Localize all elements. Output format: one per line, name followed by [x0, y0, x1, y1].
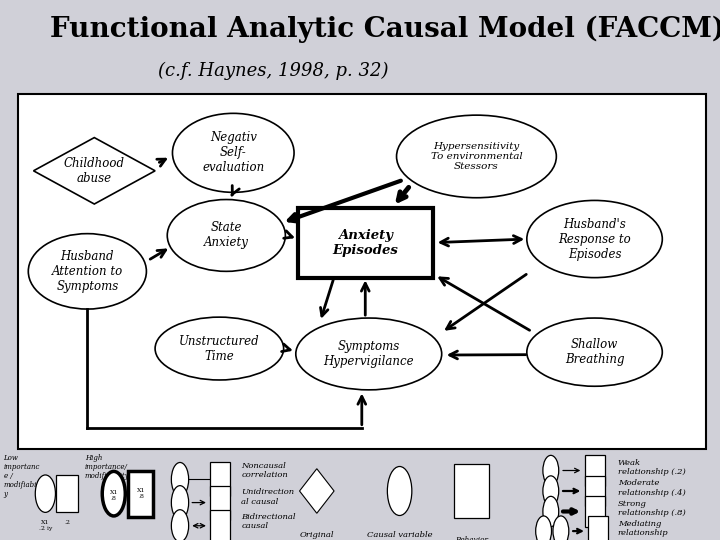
- Text: Strong
relationship (.8): Strong relationship (.8): [618, 500, 685, 517]
- Ellipse shape: [35, 475, 55, 512]
- Text: Symptoms
Hypervigilance: Symptoms Hypervigilance: [323, 340, 414, 368]
- FancyBboxPatch shape: [56, 475, 78, 512]
- Text: Shallow
Breathing: Shallow Breathing: [564, 338, 624, 366]
- FancyBboxPatch shape: [210, 485, 230, 519]
- Text: Hypersensitivity
To environmental
Stessors: Hypersensitivity To environmental Stesso…: [431, 141, 522, 171]
- Ellipse shape: [155, 317, 284, 380]
- Text: X1
.8: X1 .8: [109, 490, 118, 501]
- Text: Low
importanc
e /
modifiabilit
y: Low importanc e / modifiabilit y: [4, 454, 45, 498]
- Text: Negativ
Self-
evaluation: Negativ Self- evaluation: [202, 131, 264, 174]
- Ellipse shape: [171, 462, 189, 496]
- Ellipse shape: [543, 476, 559, 506]
- Ellipse shape: [173, 113, 294, 192]
- Text: Bidirectional
causal: Bidirectional causal: [241, 513, 296, 530]
- Text: Original
unmodifiable
causal variable: Original unmodifiable causal variable: [285, 531, 348, 540]
- Ellipse shape: [536, 516, 552, 540]
- Text: Noncausal
correlation: Noncausal correlation: [241, 462, 288, 479]
- Text: Husband
Attention to
Symptoms: Husband Attention to Symptoms: [52, 250, 123, 293]
- Ellipse shape: [28, 234, 146, 309]
- Ellipse shape: [397, 115, 557, 198]
- FancyBboxPatch shape: [585, 476, 605, 506]
- Ellipse shape: [543, 496, 559, 526]
- Text: Behavior
problem;
Effect of
behavior
problem: Behavior problem; Effect of behavior pro…: [455, 536, 488, 540]
- Text: Weak
relationship (.2): Weak relationship (.2): [618, 459, 685, 476]
- Text: X1
.8: X1 .8: [137, 488, 145, 499]
- Polygon shape: [300, 469, 334, 513]
- Ellipse shape: [171, 485, 189, 519]
- FancyBboxPatch shape: [210, 462, 230, 496]
- Text: Mediating
relationship: Mediating relationship: [618, 519, 668, 537]
- Text: Husband's
Response to
Episodes: Husband's Response to Episodes: [558, 218, 631, 260]
- Text: High
importance/
modifiability: High importance/ modifiability: [85, 454, 130, 480]
- FancyBboxPatch shape: [585, 496, 605, 526]
- Ellipse shape: [167, 199, 285, 271]
- Text: .2: .2: [64, 521, 70, 525]
- Ellipse shape: [527, 318, 662, 386]
- Text: Functional Analytic Causal Model (FACCM): Functional Analytic Causal Model (FACCM): [50, 16, 720, 43]
- Ellipse shape: [543, 455, 559, 485]
- Polygon shape: [34, 138, 155, 204]
- Text: Unidirection
al causal: Unidirection al causal: [241, 488, 294, 505]
- FancyBboxPatch shape: [454, 464, 489, 518]
- Text: Unstructured
Time: Unstructured Time: [179, 335, 260, 362]
- Text: X1
.2 iy: X1 .2 iy: [39, 521, 52, 531]
- FancyBboxPatch shape: [18, 93, 706, 449]
- FancyBboxPatch shape: [585, 455, 605, 485]
- Ellipse shape: [527, 200, 662, 278]
- FancyBboxPatch shape: [210, 510, 230, 540]
- FancyBboxPatch shape: [588, 516, 608, 540]
- Text: Childhood
abuse: Childhood abuse: [64, 157, 125, 185]
- Text: Anxiety
Episodes: Anxiety Episodes: [333, 228, 398, 256]
- Ellipse shape: [171, 510, 189, 540]
- Text: Causal variable
Mediating
variable: Causal variable Mediating variable: [366, 531, 433, 540]
- FancyBboxPatch shape: [297, 207, 433, 278]
- Ellipse shape: [296, 318, 441, 390]
- FancyBboxPatch shape: [128, 470, 153, 517]
- Text: State
Anxiety: State Anxiety: [204, 221, 248, 249]
- Ellipse shape: [387, 467, 412, 516]
- Ellipse shape: [553, 516, 569, 540]
- Ellipse shape: [102, 471, 125, 516]
- Text: Moderate
relationship (.4): Moderate relationship (.4): [618, 480, 685, 497]
- Text: (c.f. Haynes, 1998, p. 32): (c.f. Haynes, 1998, p. 32): [158, 62, 389, 80]
